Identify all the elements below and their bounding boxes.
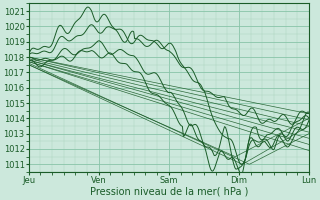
X-axis label: Pression niveau de la mer( hPa ): Pression niveau de la mer( hPa ) [90,187,248,197]
